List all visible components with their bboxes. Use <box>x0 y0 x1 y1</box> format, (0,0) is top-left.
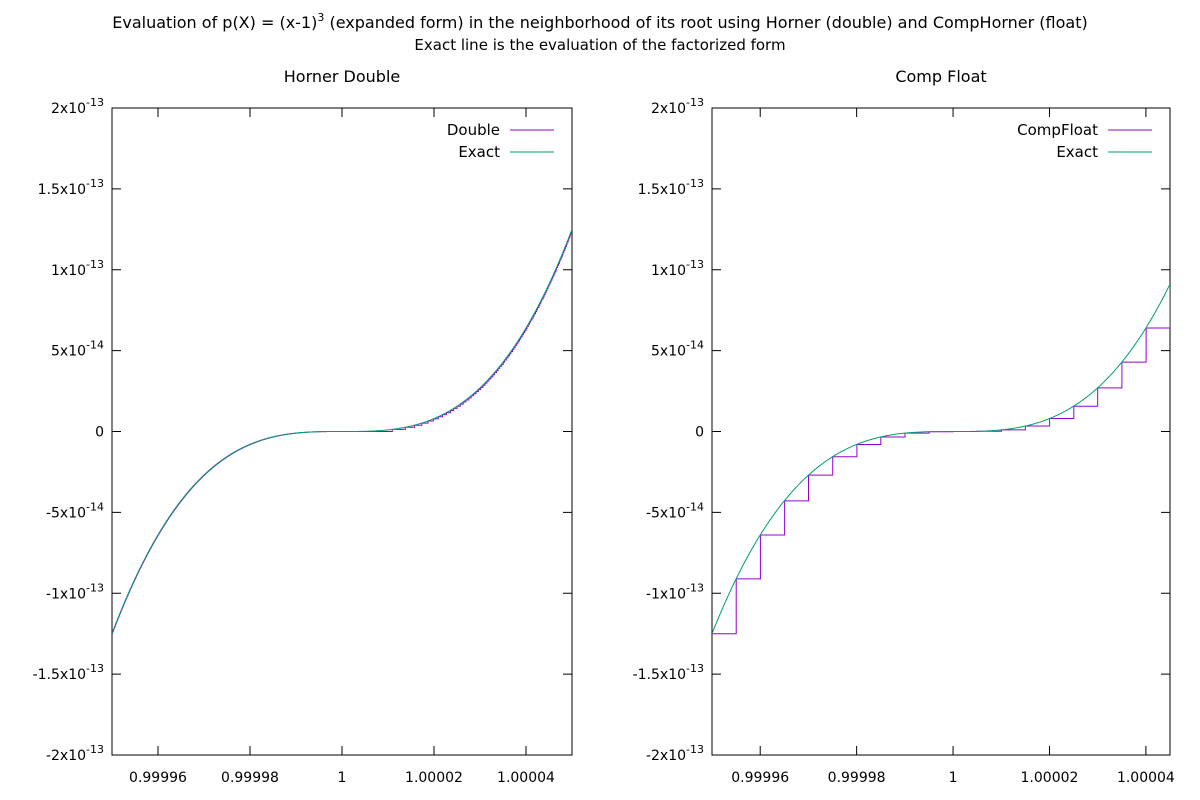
series-line-exact <box>712 283 1170 634</box>
x-tick-label: 1.00004 <box>497 770 555 786</box>
legend-label: Exact <box>1056 143 1098 161</box>
y-tick-label: 5x10-14 <box>651 339 704 360</box>
x-tick-label: 0.99998 <box>221 770 279 786</box>
x-tick-label: 1.00004 <box>1117 770 1175 786</box>
x-tick-label: 1 <box>949 770 958 786</box>
y-tick-label: 1.5x10-13 <box>638 177 704 198</box>
y-tick-label: -5x10-14 <box>46 500 104 521</box>
x-tick-label: 1.00002 <box>405 770 463 786</box>
x-tick-label: 0.99996 <box>129 770 187 786</box>
y-tick-label: -5x10-14 <box>646 500 704 521</box>
x-tick-label: 0.99996 <box>731 770 789 786</box>
series-line-compfloat <box>712 284 1170 635</box>
figure-title: Evaluation of p(X) = (x-1)3 (expanded fo… <box>112 11 1087 32</box>
figure-title-prefix: Evaluation of p(X) = (x-1) <box>112 13 317 32</box>
y-tick-label: 1x10-13 <box>51 258 104 279</box>
y-tick-label: -1x10-13 <box>646 581 704 602</box>
figure-subtitle: Exact line is the evaluation of the fact… <box>414 36 785 54</box>
legend-label: CompFloat <box>1017 121 1098 139</box>
y-tick-label: -1.5x10-13 <box>633 662 704 683</box>
x-tick-label: 0.99998 <box>828 770 886 786</box>
y-tick-label: -1x10-13 <box>46 581 104 602</box>
y-tick-label: 2x10-13 <box>51 96 104 117</box>
y-tick-label: 1x10-13 <box>651 258 704 279</box>
legend-label: Double <box>447 121 500 139</box>
series-line-exact <box>112 229 572 634</box>
x-tick-label: 1.00002 <box>1021 770 1079 786</box>
y-tick-label: 0 <box>695 425 704 441</box>
y-tick-label: -2x10-13 <box>46 743 104 764</box>
figure-title-suffix: (expanded form) in the neighborhood of i… <box>324 13 1087 32</box>
legend-label: Exact <box>458 143 500 161</box>
figure-title-exponent: 3 <box>317 11 324 24</box>
chart-title: Horner Double <box>284 67 400 86</box>
y-tick-label: 0 <box>95 425 104 441</box>
y-tick-label: 5x10-14 <box>51 339 104 360</box>
chart-horner-double: Horner Double 2x10-13 1.5x10-13 1x10-13 5x10… <box>33 67 573 786</box>
x-tick-label: 1 <box>338 770 347 786</box>
chart-comp-float: Comp Float 2x10-13 1.5x10-13 1x10-13 5x10-14… <box>633 67 1175 786</box>
y-tick-label: 1.5x10-13 <box>38 177 104 198</box>
y-tick-label: -2x10-13 <box>646 743 704 764</box>
y-tick-label: -1.5x10-13 <box>33 662 104 683</box>
chart-title: Comp Float <box>895 67 986 86</box>
y-tick-label: 2x10-13 <box>651 96 704 117</box>
